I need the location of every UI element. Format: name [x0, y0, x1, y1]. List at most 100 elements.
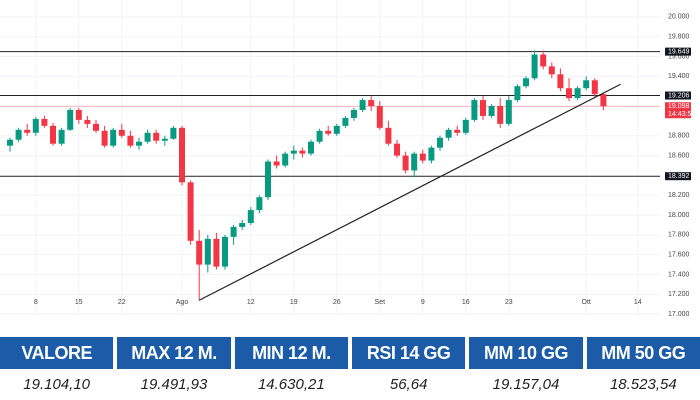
- last-price-label: 19.098: [668, 103, 690, 110]
- table-header: RSI 14 GG: [351, 337, 466, 369]
- level-label: 18.392: [668, 173, 690, 180]
- table-column: VALORE 19.104,10: [0, 337, 114, 400]
- candle-body: [316, 130, 323, 142]
- candle-body: [144, 132, 151, 142]
- candle-body: [290, 150, 297, 154]
- level-tag: [665, 91, 691, 100]
- y-tick-label: 19.800: [668, 34, 690, 41]
- candle-body: [204, 238, 211, 265]
- x-tick-label: 19: [290, 299, 298, 306]
- x-tick-label: 15: [75, 299, 83, 306]
- candle-body: [187, 182, 194, 241]
- table-column: MM 10 GG 19.157,04: [469, 337, 583, 400]
- x-tick-label: 14: [634, 299, 642, 306]
- candle-body: [136, 141, 142, 146]
- table-column: MM 50 GG 18.523,54: [586, 337, 700, 400]
- x-tick-label: 9: [421, 299, 425, 306]
- x-tick-label: Ott: [582, 299, 591, 306]
- candle-body: [24, 129, 31, 133]
- candle-body: [325, 130, 332, 134]
- candle-body: [67, 110, 74, 130]
- table-header: MIN 12 M.: [234, 337, 348, 369]
- candle-body: [179, 127, 185, 183]
- table-column: RSI 14 GG 56,64: [351, 337, 466, 400]
- candle-body: [41, 118, 48, 126]
- level-tag: [665, 47, 691, 56]
- candle-body: [196, 240, 203, 265]
- candle-body: [411, 153, 418, 171]
- y-tick-label: 17.200: [668, 291, 690, 298]
- candle-body: [7, 139, 13, 146]
- candle-body: [153, 132, 160, 141]
- candle-body: [471, 100, 478, 120]
- candle-body: [394, 143, 400, 156]
- candle-body: [75, 110, 82, 120]
- y-tick-label: 17.600: [668, 252, 690, 259]
- level-label: 19.649: [668, 48, 690, 55]
- y-tick-label: 18.000: [668, 212, 690, 219]
- table-value: 19.104,10: [23, 376, 91, 393]
- candle-body: [222, 236, 228, 267]
- candle-body: [488, 106, 495, 116]
- candle-body: [239, 222, 246, 227]
- y-tick-label: 18.800: [668, 133, 690, 140]
- candle-body: [359, 100, 366, 110]
- candle-body: [462, 119, 469, 133]
- y-tick-label: 17.000: [668, 311, 690, 318]
- candle-body: [351, 110, 357, 118]
- candle-body: [32, 118, 39, 133]
- candle-body: [557, 74, 564, 89]
- level-label: 19.206: [668, 92, 690, 99]
- candle-body: [497, 106, 504, 124]
- table-column: MAX 12 M. 19.491,93: [117, 337, 231, 400]
- candle-body: [273, 161, 280, 166]
- y-tick-label: 20.000: [668, 14, 690, 21]
- x-tick-label: 23: [505, 299, 513, 306]
- candle-body: [591, 80, 598, 95]
- candle-body: [101, 130, 108, 146]
- candle-body: [333, 125, 340, 134]
- candle-body: [540, 54, 547, 67]
- candle-body: [523, 78, 529, 87]
- candle-body: [385, 127, 392, 144]
- y-tick-label: 17.400: [668, 271, 690, 278]
- candle-body: [247, 210, 254, 223]
- table-value: 19.157,04: [492, 376, 560, 393]
- last-price-tag: [665, 102, 691, 119]
- y-tick-label: 19.400: [668, 73, 690, 80]
- candle-body: [161, 138, 168, 141]
- stats-table: VALORE 19.104,10 MAX 12 M. 19.491,93 MIN 12 …: [0, 337, 700, 400]
- table-value: 18.523,54: [609, 376, 677, 393]
- candle-body: [428, 147, 435, 161]
- table-header: MM 50 GG: [586, 337, 700, 369]
- candle-body: [170, 127, 177, 139]
- candle-body: [256, 197, 263, 211]
- x-tick-label: Ago: [176, 299, 189, 306]
- candle-body: [480, 100, 486, 116]
- candle-body: [265, 161, 271, 198]
- candle-body: [342, 117, 349, 126]
- y-tick-label: 18.600: [668, 152, 690, 159]
- trendline: [198, 83, 621, 301]
- candle-body: [445, 129, 452, 138]
- x-tick-label: 22: [118, 299, 126, 306]
- candle-body: [15, 129, 22, 140]
- candle-body: [566, 88, 572, 99]
- candle-body: [93, 123, 99, 131]
- table-header: MM 10 GG: [469, 337, 583, 369]
- x-tick-label: 12: [247, 299, 255, 306]
- candle-body: [50, 125, 56, 144]
- candle-body: [514, 86, 521, 101]
- y-tick-label: 18.200: [668, 192, 690, 199]
- candle-body: [548, 66, 555, 75]
- table-value: 19.491,93: [140, 376, 208, 393]
- candle-body: [58, 129, 65, 144]
- table-header: MAX 12 M.: [117, 337, 231, 369]
- candle-body: [368, 100, 375, 107]
- x-tick-label: 16: [462, 299, 470, 306]
- candle-body: [118, 129, 125, 136]
- candle-body: [402, 155, 409, 171]
- table-column: MIN 12 M. 14.630,21: [234, 337, 348, 400]
- candle-body: [600, 94, 607, 107]
